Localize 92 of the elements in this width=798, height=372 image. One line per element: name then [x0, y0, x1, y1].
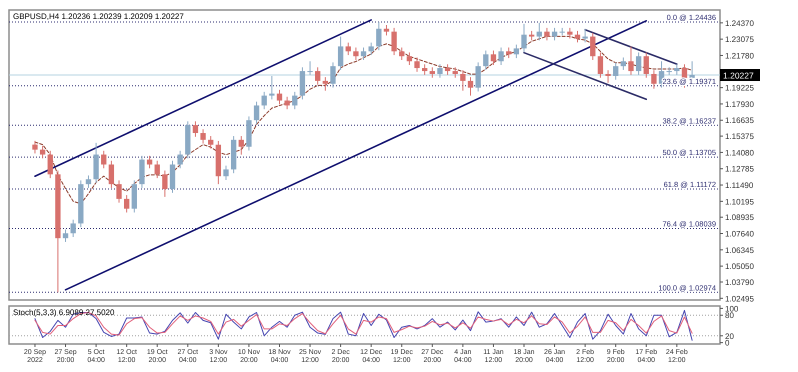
candlestick [322, 76, 328, 92]
y-tick-label: 1.15375 [725, 132, 754, 142]
y-tick-label: 100 [725, 304, 739, 314]
candlestick [48, 150, 53, 179]
y-tick-label: 0 [725, 338, 730, 348]
y-tick-label: 80 [725, 311, 734, 320]
y-tick-label: 1.08935 [725, 213, 754, 222]
candlestick [674, 64, 680, 76]
candlestick [238, 136, 244, 156]
candlestick [292, 91, 298, 110]
candlestick [124, 194, 130, 213]
candlestick [498, 47, 504, 66]
candlestick [32, 140, 38, 154]
candlestick [544, 27, 550, 41]
y-tick-label: 1.19225 [725, 84, 754, 93]
y-tick-label: 1.21780 [725, 51, 754, 60]
candlestick [192, 120, 198, 138]
candlestick [521, 23, 527, 53]
candlestick [108, 160, 114, 188]
candlestick [200, 128, 206, 144]
candlestick [598, 52, 604, 78]
candlestick [444, 64, 450, 76]
candlestick [346, 42, 351, 56]
candlestick [430, 66, 435, 78]
candlestick [116, 180, 122, 204]
candlestick [552, 27, 558, 41]
y-tick-label: 1.16635 [725, 116, 754, 126]
candlestick [40, 145, 46, 159]
candlestick [460, 70, 466, 92]
candlestick [574, 30, 580, 43]
candlestick [567, 27, 573, 39]
y-tick-label: 1.07640 [725, 230, 754, 239]
y-tick-label: 1.02495 [725, 294, 754, 304]
candlestick [490, 50, 496, 66]
candlestick [284, 96, 290, 110]
candlestick [613, 62, 618, 80]
candlestick [177, 150, 183, 169]
candlestick [86, 174, 92, 188]
candlestick [269, 75, 275, 100]
chart-title: GBPUSD,H4 1.20236 1.20239 1.20209 1.20227 [13, 12, 184, 21]
candlestick [70, 219, 76, 238]
candlestick [468, 76, 474, 96]
candlestick [254, 101, 260, 124]
y-tick-label: 1.14080 [725, 148, 754, 158]
candlestick [353, 47, 359, 60]
candlestick [651, 70, 657, 90]
candlestick [483, 50, 488, 70]
y-tick-label: 1.11490 [725, 181, 754, 190]
candlestick [636, 52, 642, 76]
candlestick [223, 165, 229, 180]
candlestick [528, 30, 534, 41]
candlestick [514, 44, 520, 59]
candlestick [330, 62, 336, 88]
candlestick [368, 42, 374, 56]
candlestick [101, 150, 106, 169]
candlestick [307, 60, 313, 76]
candlestick [391, 27, 397, 56]
candlestick [399, 47, 404, 60]
candlestick [422, 64, 428, 76]
ref-line-label: 1.20227 [723, 70, 754, 81]
candlestick [162, 170, 168, 198]
candlestick [644, 52, 649, 78]
y-tick-label: 1.23075 [725, 35, 754, 44]
candlestick [262, 91, 267, 110]
candlestick [315, 66, 320, 86]
candlestick [475, 62, 481, 92]
candlestick [276, 89, 282, 105]
y-tick-label: 1.03790 [725, 278, 754, 287]
candlestick [146, 155, 152, 169]
candlestick [208, 136, 214, 150]
candlestick [536, 22, 542, 41]
candlestick [452, 66, 458, 78]
candlestick [582, 28, 588, 43]
candlestick [338, 36, 344, 70]
candlestick [628, 46, 634, 76]
y-tick-label: 1.05050 [725, 262, 754, 272]
y-tick-label: 1.06345 [725, 246, 754, 255]
candlestick [620, 56, 626, 70]
candlestick [406, 52, 412, 66]
candlestick [154, 160, 160, 179]
candlestick [590, 32, 596, 60]
y-tick-label: 20 [725, 332, 734, 341]
y-tick-label: 1.12785 [725, 164, 754, 174]
y-tick-label: 1.17930 [725, 100, 754, 109]
candlestick [414, 56, 420, 72]
y-tick-label: 1.10195 [725, 197, 754, 206]
chart-title: Stoch(5,3,3) 6.9089 27.5020 [13, 308, 115, 317]
candlestick [376, 21, 382, 51]
candlestick [437, 64, 443, 78]
y-tick-label: 1.24370 [725, 18, 754, 28]
candlestick [605, 70, 611, 84]
candlestick [506, 47, 512, 59]
